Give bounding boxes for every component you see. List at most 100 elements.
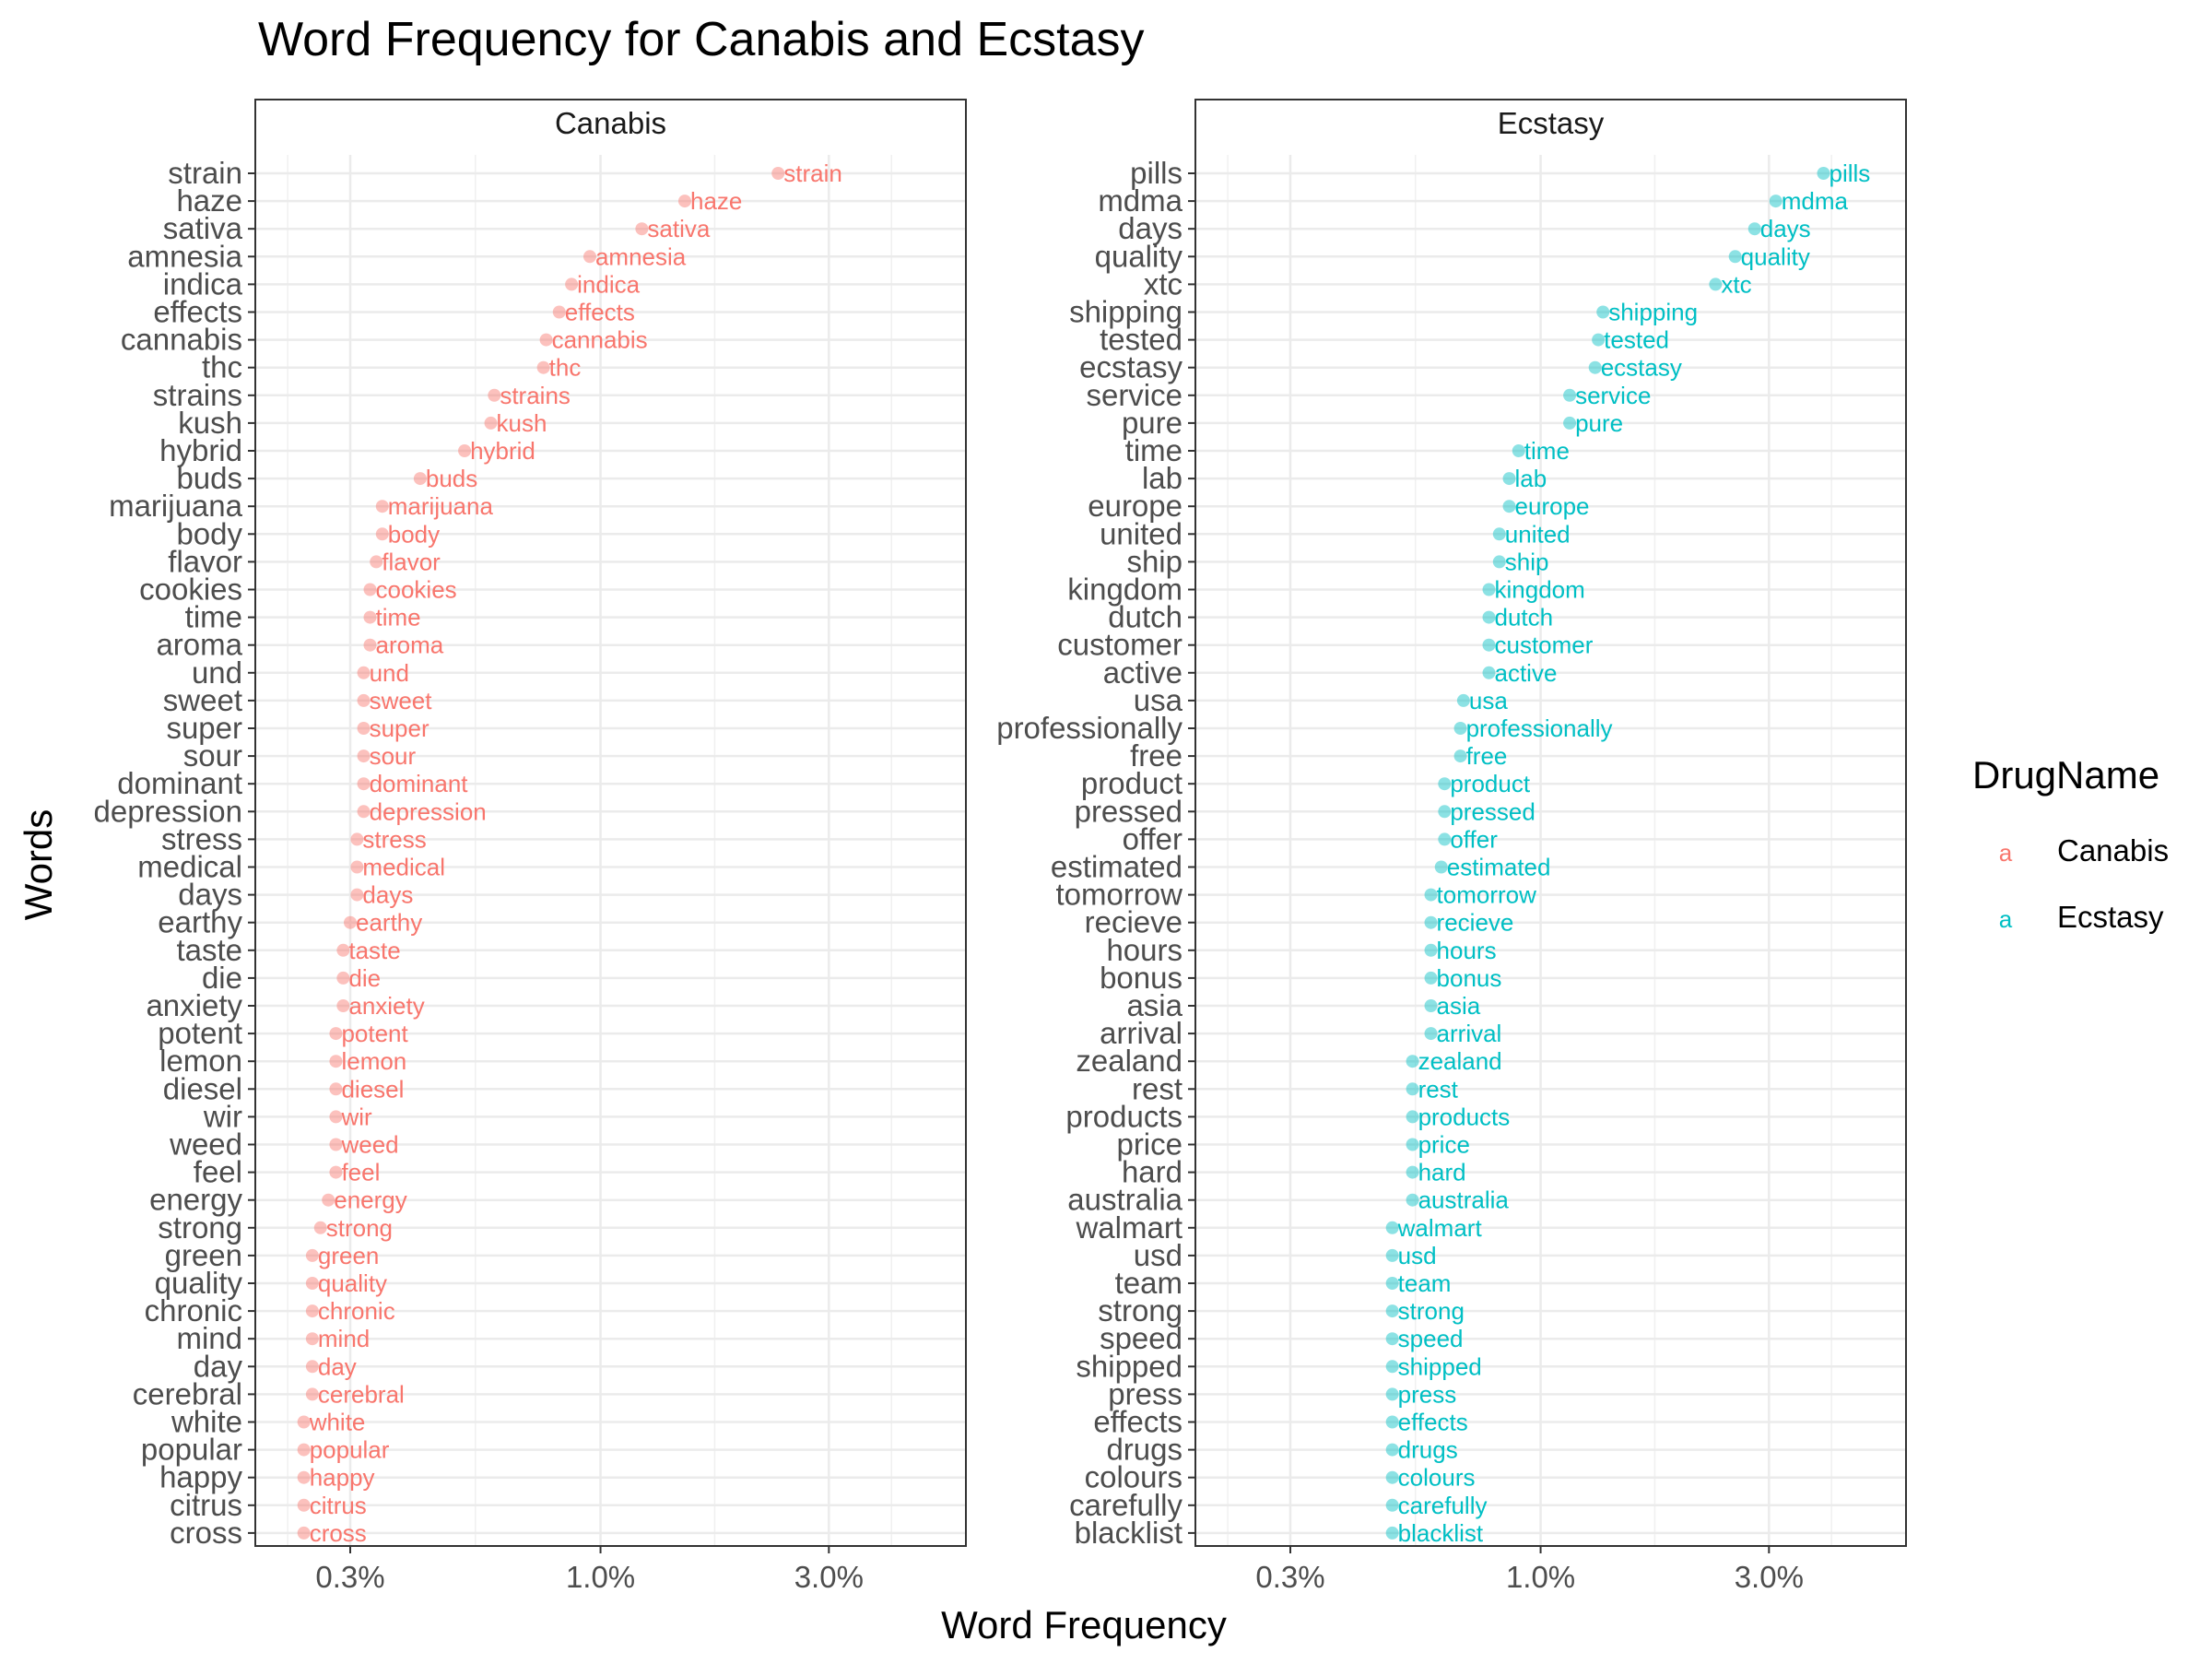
data-label: popular — [310, 1436, 390, 1464]
y-tick-label: usd — [1134, 1238, 1182, 1272]
data-point — [539, 333, 553, 347]
data-point — [677, 195, 691, 208]
y-tick-label: arrival — [1100, 1016, 1182, 1050]
data-point — [1817, 167, 1830, 180]
data-label: free — [1466, 742, 1508, 770]
data-point — [305, 1277, 319, 1290]
data-label: price — [1418, 1131, 1470, 1159]
y-tick-label: recieve — [1085, 905, 1182, 939]
data-label: service — [1575, 382, 1651, 409]
data-label: pure — [1575, 409, 1623, 437]
data-label: active — [1495, 659, 1558, 687]
data-point — [297, 1526, 311, 1540]
data-point — [329, 1055, 343, 1068]
y-tick-label: price — [1116, 1127, 1182, 1162]
y-tick-label: professionally — [996, 711, 1182, 745]
data-label: usa — [1469, 687, 1508, 714]
data-point — [329, 1138, 343, 1151]
data-label: offer — [1450, 825, 1498, 853]
data-point — [635, 222, 649, 236]
y-tick-label: offer — [1123, 821, 1182, 856]
data-point — [1709, 277, 1723, 291]
data-point — [1438, 777, 1452, 791]
data-point — [1502, 472, 1516, 486]
data-point — [305, 1360, 319, 1374]
y-tick-label: time — [1125, 433, 1182, 467]
y-tick-label: carefully — [1069, 1488, 1182, 1522]
data-point — [305, 1248, 319, 1262]
y-tick-label: europe — [1088, 489, 1182, 523]
x-tick-label: 0.3% — [315, 1560, 384, 1594]
data-point — [1769, 195, 1783, 208]
data-label: cross — [310, 1519, 367, 1547]
data-point — [458, 444, 472, 457]
data-point — [322, 1193, 335, 1207]
y-tick-label: super — [166, 711, 242, 745]
data-label: europe — [1515, 492, 1590, 520]
data-point — [582, 250, 596, 264]
y-tick-label: die — [202, 961, 242, 995]
data-label: arrival — [1437, 1020, 1502, 1047]
y-tick-label: sweet — [163, 683, 242, 717]
data-point — [357, 805, 371, 819]
data-label: buds — [426, 465, 477, 492]
data-label: depression — [370, 797, 487, 825]
y-tick-label: dominant — [117, 766, 242, 800]
y-tick-label: effects — [1093, 1405, 1182, 1439]
y-tick-label: press — [1108, 1376, 1182, 1410]
data-point — [413, 472, 427, 486]
y-tick-label: mind — [176, 1321, 242, 1355]
data-point — [1385, 1443, 1399, 1457]
legend-label-canabis: Canabis — [2057, 833, 2169, 867]
y-tick-label: quality — [1095, 239, 1183, 273]
y-tick-label: lemon — [159, 1044, 242, 1078]
data-point — [1385, 1415, 1399, 1429]
data-point — [357, 777, 371, 791]
data-label: lab — [1515, 465, 1547, 492]
data-point — [1453, 722, 1467, 735]
data-point — [336, 943, 350, 957]
data-label: recieve — [1437, 909, 1514, 937]
data-point — [1424, 943, 1438, 957]
data-point — [357, 693, 371, 707]
data-label: time — [376, 604, 421, 631]
data-point — [1563, 416, 1577, 430]
y-tick-label: taste — [176, 933, 242, 967]
data-label: indica — [577, 270, 640, 298]
data-label: sativa — [647, 215, 710, 242]
data-label: effects — [1398, 1409, 1468, 1436]
y-tick-label: lab — [1142, 461, 1182, 495]
data-point — [336, 971, 350, 985]
data-point — [370, 555, 383, 569]
data-point — [297, 1415, 311, 1429]
x-axis-title: Word Frequency — [941, 1603, 1227, 1646]
data-point — [1406, 1082, 1419, 1096]
y-tick-label: speed — [1100, 1321, 1182, 1355]
data-point — [1592, 333, 1606, 347]
data-point — [1492, 527, 1506, 541]
data-label: lemon — [341, 1047, 406, 1075]
legend-key-canabis: a — [1999, 839, 2013, 867]
y-tick-label: buds — [176, 461, 242, 495]
data-label: shipping — [1608, 299, 1698, 326]
data-point — [1424, 915, 1438, 929]
panel-strip — [1195, 100, 1906, 155]
y-tick-label: white — [171, 1405, 242, 1439]
y-tick-label: mdma — [1098, 183, 1182, 218]
data-label: strong — [326, 1214, 393, 1242]
data-label: potent — [341, 1020, 408, 1047]
data-label: weed — [340, 1131, 398, 1159]
data-label: medical — [362, 854, 445, 881]
y-tick-label: thc — [202, 350, 242, 384]
data-label: team — [1398, 1269, 1452, 1297]
data-point — [350, 888, 364, 902]
y-tick-label: depression — [94, 794, 242, 828]
chart-title: Word Frequency for Canabis and Ecstasy — [258, 13, 1145, 66]
data-label: white — [309, 1409, 366, 1436]
data-point — [329, 1165, 343, 1179]
y-tick-label: asia — [1126, 988, 1182, 1022]
data-point — [363, 610, 377, 624]
